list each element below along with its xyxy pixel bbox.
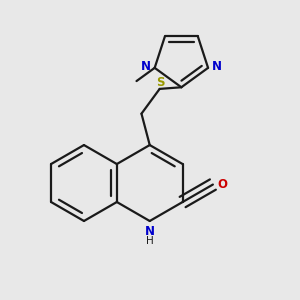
Text: O: O [217, 178, 227, 191]
Text: N: N [212, 60, 222, 73]
Text: N: N [140, 60, 150, 73]
Text: S: S [156, 76, 164, 89]
Text: H: H [146, 236, 154, 247]
Text: N: N [145, 225, 155, 238]
